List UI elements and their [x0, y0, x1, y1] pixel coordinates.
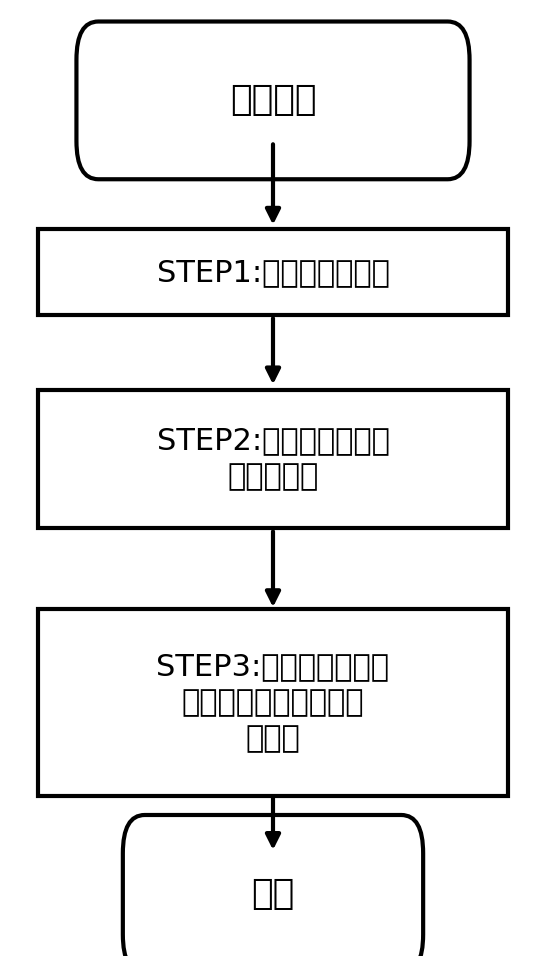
FancyBboxPatch shape: [38, 610, 508, 795]
FancyBboxPatch shape: [123, 815, 423, 956]
FancyBboxPatch shape: [76, 22, 470, 180]
Text: 结束: 结束: [251, 877, 295, 911]
Text: STEP3:使用偏最小二乘
法寻找波长与浓度的拟
合关系: STEP3:使用偏最小二乘 法寻找波长与浓度的拟 合关系: [157, 652, 389, 753]
FancyBboxPatch shape: [38, 229, 508, 315]
FancyBboxPatch shape: [38, 390, 508, 528]
Text: 光谱数据: 光谱数据: [230, 83, 316, 118]
Text: STEP2:使用遗传算法寻
找特定波长: STEP2:使用遗传算法寻 找特定波长: [157, 426, 389, 491]
Text: STEP1:测量污染物浓度: STEP1:测量污染物浓度: [157, 258, 389, 287]
